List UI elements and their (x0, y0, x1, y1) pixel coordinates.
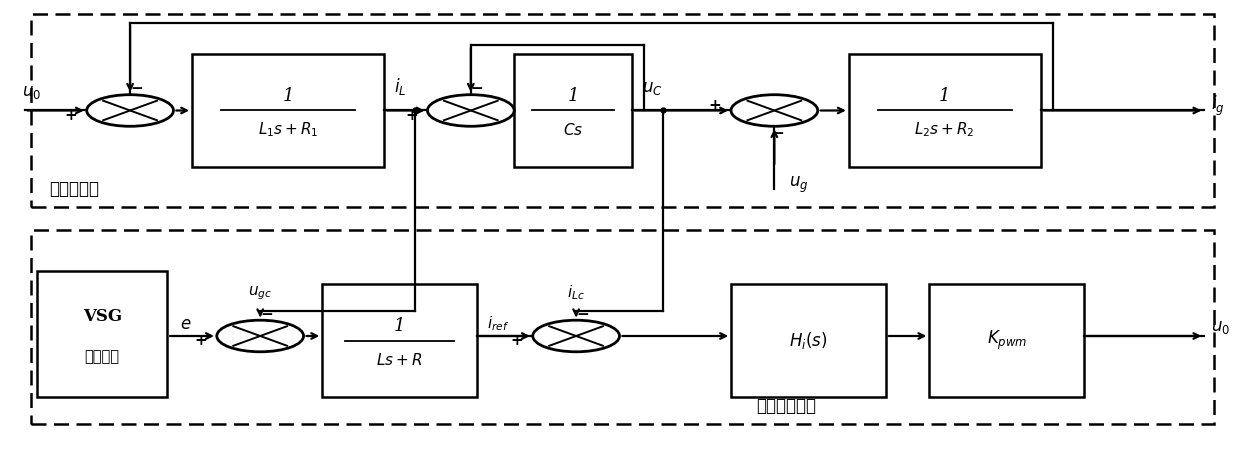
Text: 1: 1 (939, 87, 950, 105)
Text: 功率外环: 功率外环 (84, 349, 120, 364)
Text: −: − (471, 81, 483, 97)
Text: $u_{gc}$: $u_{gc}$ (248, 285, 273, 302)
Bar (731, 284, 886, 397)
Circle shape (427, 95, 514, 126)
Text: VSG: VSG (83, 308, 121, 325)
Text: 1: 1 (394, 317, 405, 335)
Text: 逆变器模型: 逆变器模型 (50, 180, 99, 198)
Bar (322, 284, 477, 397)
Text: $Ls+R$: $Ls+R$ (377, 352, 422, 368)
Text: $i_g$: $i_g$ (1211, 94, 1224, 118)
Text: $Cs$: $Cs$ (563, 122, 584, 138)
Circle shape (217, 320, 304, 352)
Bar (849, 54, 1041, 167)
Text: $u_0$: $u_0$ (1211, 319, 1229, 336)
Circle shape (731, 95, 818, 126)
Text: 控制策略模型: 控制策略模型 (756, 397, 815, 415)
Bar (31, 14, 1214, 207)
Bar (514, 54, 632, 167)
Text: −: − (576, 307, 589, 322)
Text: $u_g$: $u_g$ (789, 175, 809, 195)
Text: −: − (260, 307, 273, 322)
Text: −: − (772, 126, 784, 141)
Text: $i_L$: $i_L$ (394, 76, 406, 97)
Text: +: + (64, 107, 77, 123)
Text: $K_{pwm}$: $K_{pwm}$ (986, 329, 1027, 352)
Text: 1: 1 (282, 87, 294, 105)
Circle shape (533, 320, 620, 352)
Text: −: − (130, 81, 142, 97)
Circle shape (87, 95, 173, 126)
Text: $u_C$: $u_C$ (642, 80, 663, 97)
Text: $i_{Lc}$: $i_{Lc}$ (567, 284, 585, 302)
Text: +: + (405, 107, 418, 123)
Bar (929, 284, 1084, 397)
Text: +: + (195, 333, 207, 348)
Text: +: + (709, 98, 721, 114)
Bar (192, 54, 384, 167)
Text: $L_2s+R_2$: $L_2s+R_2$ (914, 120, 975, 139)
Text: +: + (510, 333, 523, 348)
Text: $L_1s+R_1$: $L_1s+R_1$ (258, 120, 318, 139)
Text: $H_i(s)$: $H_i(s)$ (789, 330, 828, 351)
Text: 1: 1 (567, 87, 579, 105)
Text: $i_{ref}$: $i_{ref}$ (487, 314, 509, 333)
Text: $u_0$: $u_0$ (22, 84, 41, 101)
Bar (37, 271, 167, 397)
Bar (31, 230, 1214, 424)
Text: $e$: $e$ (180, 316, 191, 333)
